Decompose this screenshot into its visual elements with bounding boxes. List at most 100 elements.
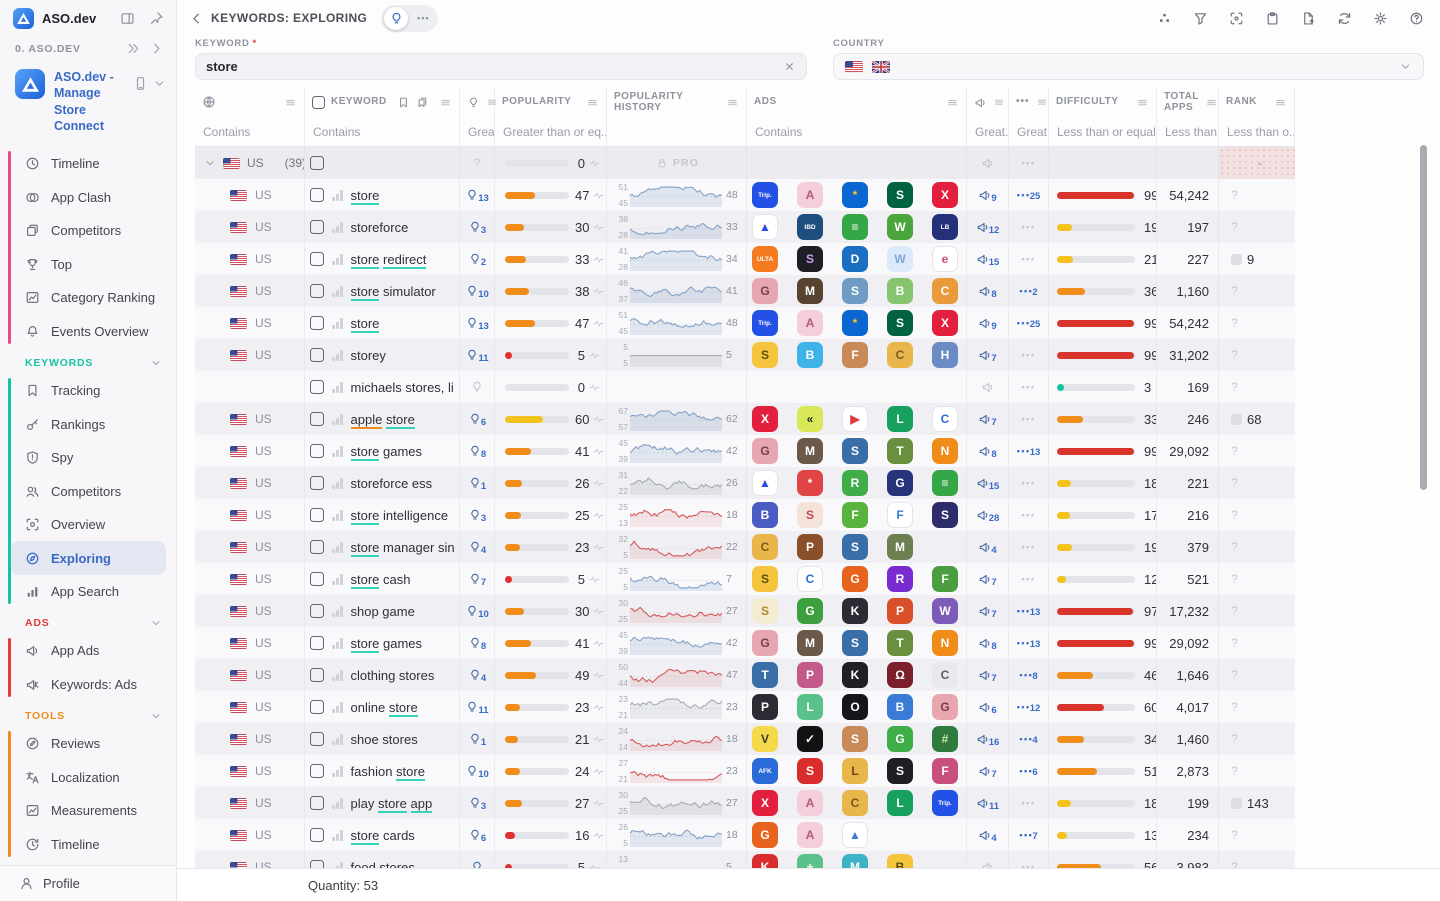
workspace-row[interactable]: 0. ASO.DEV bbox=[0, 34, 176, 61]
suggestions-count[interactable]: 1 bbox=[468, 732, 486, 748]
app-icon[interactable]: K bbox=[842, 598, 868, 624]
app-icon[interactable]: * bbox=[842, 182, 868, 208]
more-count[interactable]: ••• bbox=[1021, 862, 1036, 872]
app-icon[interactable]: C bbox=[842, 790, 868, 816]
funnel-icon[interactable] bbox=[1193, 11, 1208, 26]
select-all-checkbox[interactable] bbox=[312, 95, 325, 109]
sidebar-item-competitors[interactable]: Competitors bbox=[10, 474, 166, 508]
app-icon[interactable]: B bbox=[797, 342, 823, 368]
more-count[interactable]: ••• 12 bbox=[1016, 702, 1041, 714]
section-header-tools[interactable]: TOOLS bbox=[25, 709, 162, 723]
more-count[interactable]: ••• bbox=[1021, 574, 1036, 584]
more-count[interactable]: ••• bbox=[1021, 414, 1036, 424]
app-ads-count[interactable]: 11 bbox=[976, 796, 999, 812]
app-ads-count[interactable]: 7 bbox=[978, 412, 997, 428]
row-checkbox[interactable] bbox=[310, 380, 324, 394]
more-count[interactable]: ••• bbox=[1021, 222, 1036, 232]
table-row[interactable]: michaels stores, li 0 ••• 3 169? bbox=[195, 371, 1295, 403]
column-menu-icon[interactable] bbox=[1136, 96, 1149, 109]
sidebar-item-keywords-ads[interactable]: Keywords: Ads bbox=[10, 668, 166, 702]
more-count[interactable]: ••• bbox=[1021, 382, 1036, 392]
app-icon[interactable]: F bbox=[842, 342, 868, 368]
app-icon[interactable]: W bbox=[887, 214, 913, 240]
app-icon[interactable]: R bbox=[887, 566, 913, 592]
keyword-chart-icon[interactable] bbox=[332, 221, 343, 233]
app-icon[interactable]: S bbox=[887, 310, 913, 336]
docadd-icon[interactable] bbox=[1301, 11, 1316, 26]
more-count[interactable]: ••• 25 bbox=[1016, 190, 1041, 202]
app-ads-count[interactable]: 8 bbox=[978, 444, 997, 460]
app-selector[interactable]: ASO.dev - Manage Store Connect bbox=[0, 61, 176, 143]
app-icon[interactable]: M bbox=[887, 534, 913, 560]
filter-cell-10[interactable]: Less than o... bbox=[1219, 117, 1295, 147]
app-ads-count[interactable]: 6 bbox=[978, 700, 997, 716]
app-ads-count[interactable]: 8 bbox=[978, 636, 997, 652]
app-icon[interactable]: L bbox=[842, 758, 868, 784]
app-icon[interactable]: S bbox=[842, 534, 868, 560]
sidebar-item-competitors[interactable]: Competitors bbox=[10, 214, 166, 248]
app-icon[interactable]: B bbox=[752, 502, 778, 528]
app-ads-count[interactable]: 4 bbox=[978, 540, 997, 556]
more-count[interactable]: ••• 13 bbox=[1016, 638, 1041, 650]
app-icon[interactable]: LB bbox=[932, 214, 958, 240]
suggestions-count[interactable]: 6 bbox=[468, 828, 486, 844]
keyword-link[interactable]: store simulator bbox=[350, 283, 436, 301]
app-icon[interactable]: # bbox=[932, 726, 958, 752]
more-count[interactable]: ••• 7 bbox=[1019, 830, 1038, 842]
app-icon[interactable]: H bbox=[932, 342, 958, 368]
keyword-link[interactable]: store cards bbox=[350, 827, 415, 845]
chevron-right-icon[interactable] bbox=[149, 41, 164, 56]
back-button[interactable] bbox=[189, 11, 204, 26]
suggestions-toggle[interactable] bbox=[384, 6, 409, 30]
app-ads-count[interactable]: 7 bbox=[978, 604, 997, 620]
app-icon[interactable]: L bbox=[887, 790, 913, 816]
more-count[interactable]: ••• 25 bbox=[1016, 318, 1041, 330]
app-icon[interactable]: A bbox=[797, 822, 823, 848]
keyword-chart-icon[interactable] bbox=[332, 829, 343, 841]
row-checkbox[interactable] bbox=[310, 508, 324, 522]
row-checkbox[interactable] bbox=[310, 764, 324, 778]
country-select[interactable] bbox=[833, 53, 1424, 80]
more-count[interactable]: ••• bbox=[1021, 478, 1036, 488]
suggestions-count[interactable]: 13 bbox=[465, 188, 489, 204]
keyword-chart-icon[interactable] bbox=[332, 349, 343, 361]
sidebar-item-timeline[interactable]: Timeline bbox=[10, 147, 166, 181]
app-icon[interactable]: F bbox=[842, 502, 868, 528]
app-icon[interactable]: G bbox=[887, 470, 913, 496]
sidebar-item-events-overview[interactable]: Events Overview bbox=[10, 315, 166, 349]
app-icon[interactable]: F bbox=[932, 566, 958, 592]
app-icon[interactable]: M bbox=[797, 438, 823, 464]
row-checkbox[interactable] bbox=[310, 412, 324, 426]
table-row[interactable]: US store intelligence 3 25 25 13 18 B S F F S 28 ••• 1… bbox=[195, 499, 1295, 531]
app-ads-count[interactable]: 9 bbox=[978, 316, 997, 332]
sidebar-item-app-search[interactable]: App Search bbox=[10, 575, 166, 609]
keyword-chart-icon[interactable] bbox=[332, 669, 343, 681]
keyword-chart-icon[interactable] bbox=[332, 637, 343, 649]
keyword-link[interactable]: fashion store bbox=[350, 763, 425, 781]
app-icon[interactable]: * bbox=[842, 310, 868, 336]
suggestions-count[interactable]: 2 bbox=[468, 252, 486, 268]
app-icon[interactable]: S bbox=[797, 502, 823, 528]
sidebar-item-app-clash[interactable]: App Clash bbox=[10, 181, 166, 215]
app-icon[interactable]: ▶ bbox=[842, 406, 868, 432]
refresh-icon[interactable] bbox=[1337, 11, 1352, 26]
sidebar-item-app-ads[interactable]: App Ads bbox=[10, 634, 166, 668]
app-icon[interactable]: W bbox=[932, 598, 958, 624]
app-icon[interactable]: C bbox=[932, 662, 958, 688]
suggestions-count[interactable] bbox=[470, 380, 484, 394]
app-icon[interactable]: Trip. bbox=[752, 182, 778, 208]
app-icon[interactable]: X bbox=[752, 790, 778, 816]
keyword-chart-icon[interactable] bbox=[332, 509, 343, 521]
scrollbar-thumb[interactable] bbox=[1420, 145, 1427, 490]
app-icon[interactable]: M bbox=[797, 278, 823, 304]
keyword-chart-icon[interactable] bbox=[332, 541, 343, 553]
app-icon[interactable]: F bbox=[887, 502, 913, 528]
